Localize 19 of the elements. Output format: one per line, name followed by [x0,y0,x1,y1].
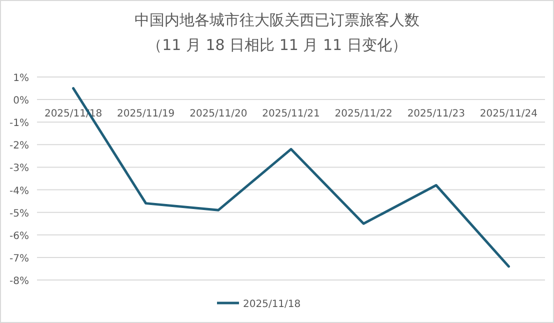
y-tick-label: 0% [13,96,29,107]
y-tick-label: -6% [10,230,29,242]
x-tick-label: 2025/11/20 [190,108,248,120]
y-tick-label: -3% [10,163,29,174]
x-tick-label: 2025/11/24 [480,108,538,120]
y-tick-label: -5% [10,208,29,220]
legend-label: 2025/11/18 [243,299,301,310]
chart-title: 中国内地各城市往大阪关西已订票旅客人数 [134,11,420,29]
x-tick-label: 2025/11/21 [262,108,320,120]
y-tick-label: -8% [10,276,29,287]
x-tick-label: 2025/11/22 [334,108,392,120]
y-tick-label: -7% [10,253,29,264]
y-tick-label: -2% [10,140,29,152]
chart-subtitle: （11 月 18 日相比 11 月 11 日变化） [147,36,407,54]
x-tick-label: 2025/11/19 [117,108,175,120]
y-tick-label: 1% [13,73,29,84]
x-tick-label: 2025/11/23 [407,108,465,120]
y-tick-label: -1% [10,118,29,130]
y-tick-label: -4% [10,186,29,197]
